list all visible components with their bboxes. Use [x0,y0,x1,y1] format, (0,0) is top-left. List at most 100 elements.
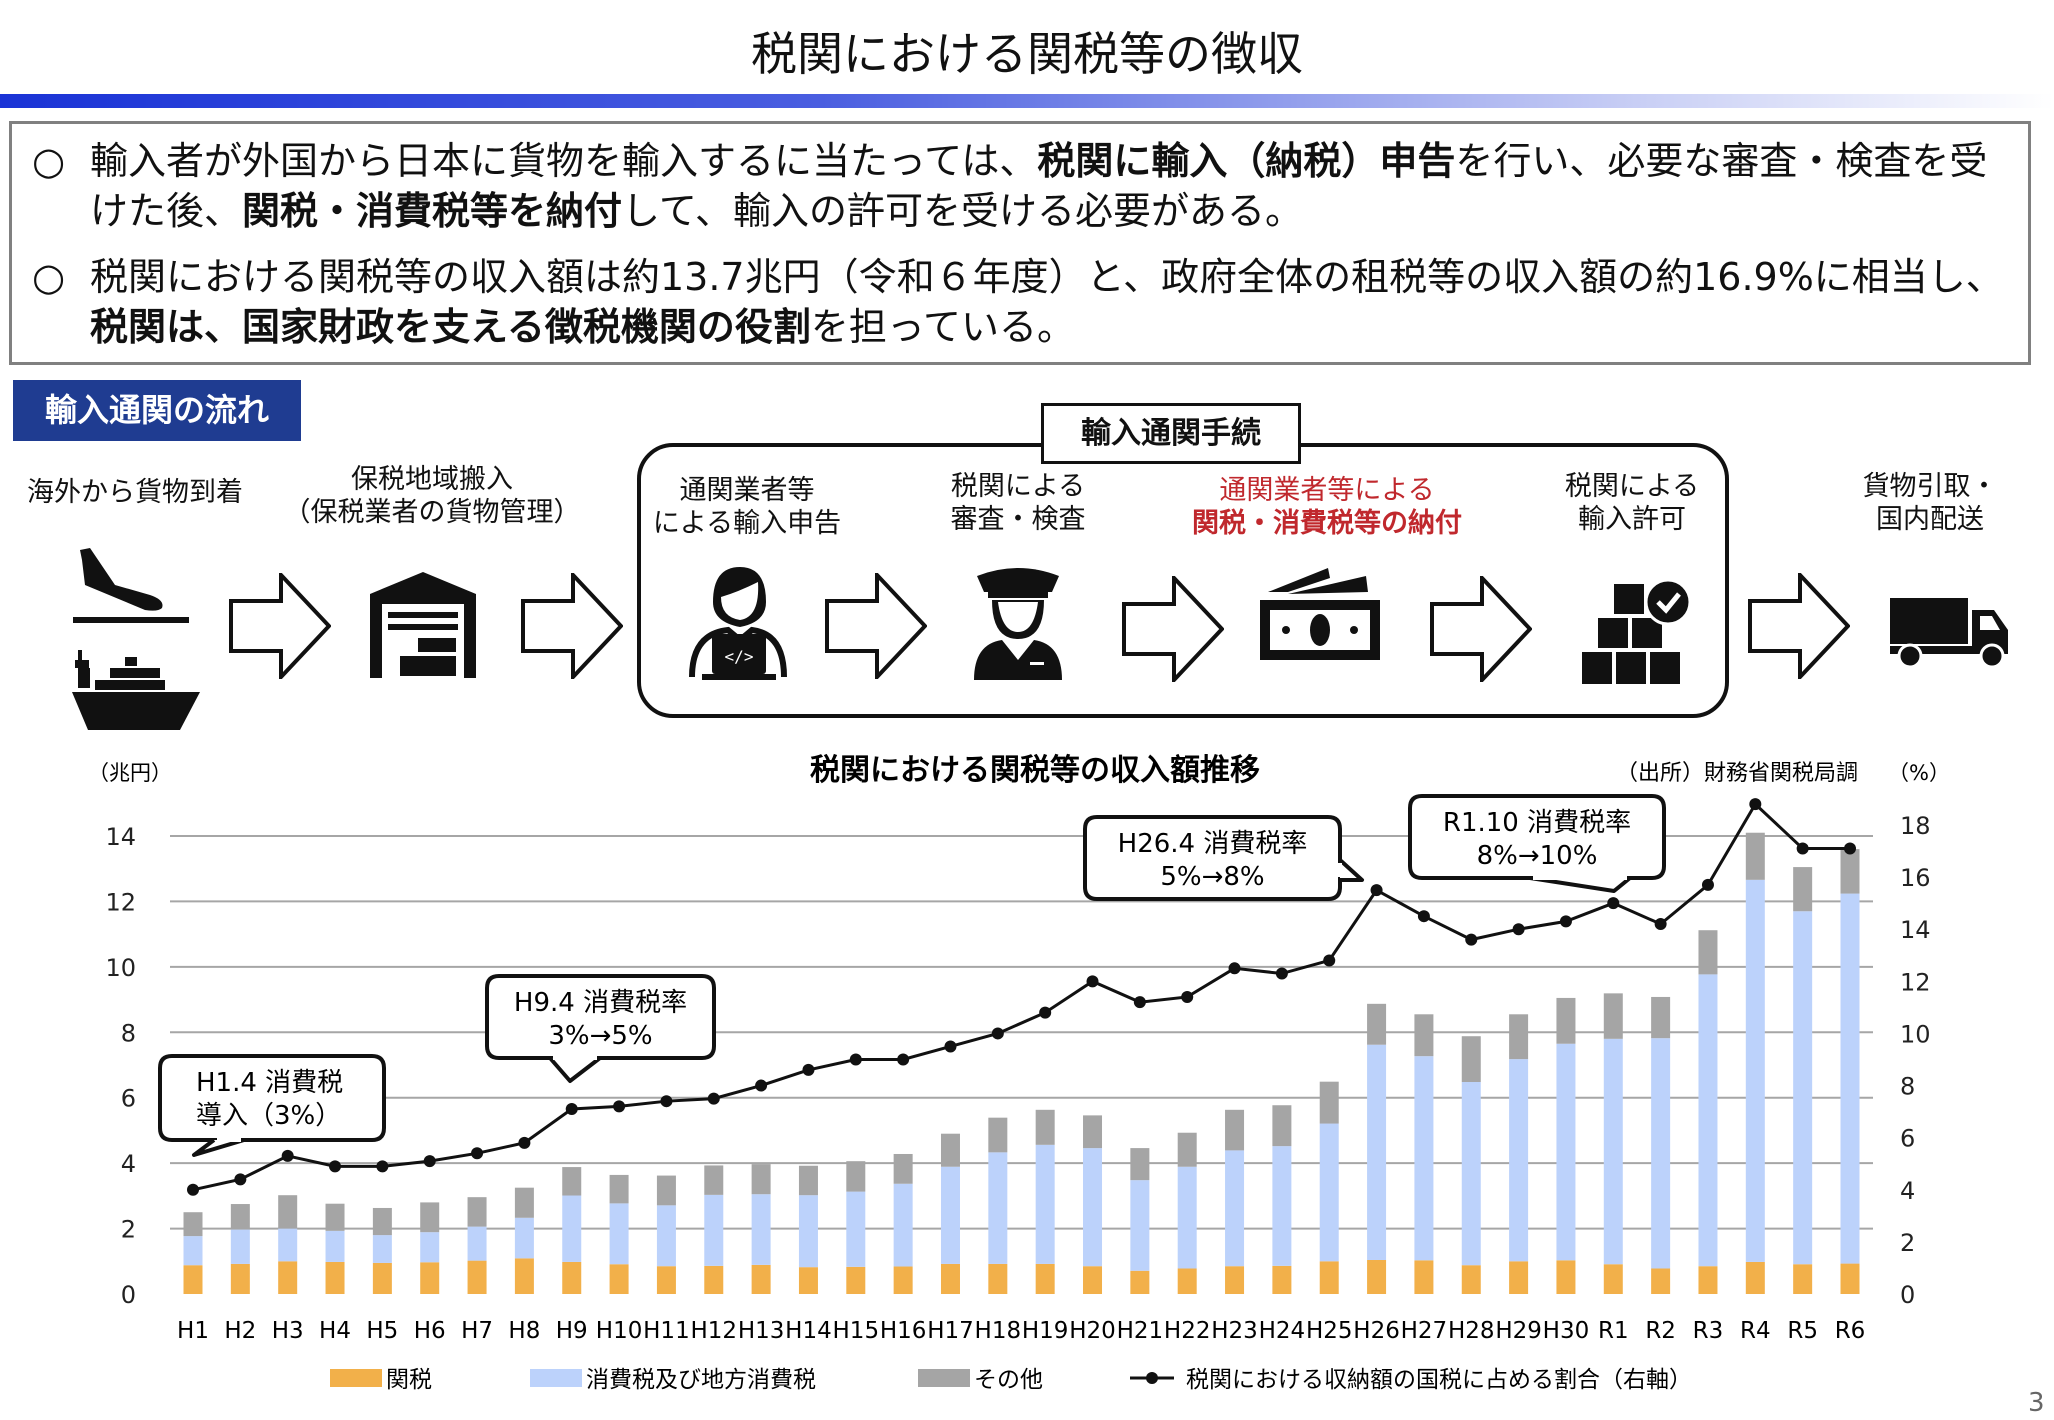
ratio-point [423,1155,436,1168]
ratio-point [944,1040,957,1053]
ratio-point [1796,842,1809,855]
bar-segment-consumption-tax [1177,1166,1197,1269]
bar-segment-other [562,1167,582,1196]
step-text: 通関業者等 [679,475,815,506]
x-tick-label: H16 [880,1318,927,1344]
x-tick-label: H19 [1022,1318,1069,1344]
y2-tick-label: 18 [1900,812,1931,840]
callout-box [1408,794,1666,880]
x-tick-label: H17 [927,1318,974,1344]
x-tick-label: H26 [1353,1318,1400,1344]
bar-segment-consumption-tax [372,1235,392,1263]
text-segment: して、輸入の許可を受ける必要がある。 [622,189,1303,233]
step-text: 保税地域搬入 [351,464,513,495]
bar-segment-other [1225,1109,1245,1151]
section-label: 輸入通関の流れ [13,380,301,441]
bar-segment-consumption-tax [1840,893,1860,1264]
bar-segment-other [1603,993,1623,1039]
bar-segment-other [1461,1036,1481,1083]
step-text: 審査・検査 [950,504,1086,535]
ratio-point [1749,798,1762,811]
bar-segment-tariff [609,1264,629,1294]
bar-segment-consumption-tax [1461,1082,1481,1266]
bar-segment-tariff [704,1265,724,1294]
x-tick-label: H22 [1164,1318,1211,1344]
bar-segment-other [798,1165,818,1196]
bar-segment-other [656,1175,676,1206]
y2-tick-label: 14 [1900,916,1931,944]
callout-box [1083,815,1342,901]
bar-segment-tariff [1793,1264,1813,1294]
bar-segment-other [1414,1014,1434,1057]
bar-segment-tariff [1509,1261,1529,1294]
bar-segment-consumption-tax [1651,1038,1671,1269]
step-text: （保税業者の貨物管理） [283,497,581,528]
x-tick-label: R3 [1693,1318,1724,1344]
step-label-arrival: 海外から貨物到着 [0,476,285,509]
callout-tail-mask [1533,874,1627,880]
text-segment: を担っている。 [810,305,1075,349]
bar-segment-tariff [278,1261,298,1294]
bar-segment-other [1793,867,1813,912]
bullet-circle-icon: ○ [32,139,66,183]
ratio-point [849,1053,862,1066]
x-tick-label: H9 [556,1318,588,1344]
legend-swatch [330,1369,382,1387]
y-tick-label: 0 [121,1281,136,1309]
legend-label: 税関における収納額の国税に占める割合（右軸） [1186,1367,1692,1393]
x-tick-label: H13 [738,1318,785,1344]
bar-segment-other [230,1204,250,1230]
bar-segment-other [1745,832,1765,880]
step-label-declaration: 通関業者等 による輸入申告 [597,474,897,540]
callout-text: H9.4 消費税率 [514,988,687,1018]
bar-segment-consumption-tax [467,1226,487,1261]
x-tick-label: H5 [366,1318,398,1344]
ratio-point [1417,910,1430,923]
bar-segment-consumption-tax [940,1166,960,1264]
bar-segment-tariff [372,1262,392,1294]
x-tick-label: H30 [1543,1318,1590,1344]
bar-segment-tariff [183,1265,203,1294]
bar-segment-tariff [1130,1270,1150,1294]
bar-segment-tariff [1225,1266,1245,1294]
bar-segment-consumption-tax [514,1217,534,1259]
legend-swatch [918,1369,970,1387]
bar-segment-other [514,1187,534,1218]
summary-paragraph-1: ○ 輸入者が外国から日本に貨物を輸入するに当たっては、税関に輸入（納税）申告を行… [32,136,2008,236]
bar-segment-consumption-tax [656,1205,676,1267]
svg-text:</>: </> [725,647,754,666]
text-segment: 輸入者が外国から日本に貨物を輸入するに当たっては、 [90,139,1038,183]
step-text: 国内配送 [1876,504,1984,535]
customs-officer-icon [974,568,1062,680]
bar-segment-tariff [1319,1261,1339,1294]
summary-paragraph-2: ○ 税関における関税等の収入額は約13.7兆円（令和６年度）と、政府全体の租税等… [32,252,2008,352]
text-segment: を行い、必要な審査・検査を受けた後、 [90,139,1988,233]
ratio-point [1323,954,1336,967]
callout-box [158,1054,386,1142]
y-tick-label: 14 [105,823,136,851]
x-tick-label: R1 [1598,1318,1629,1344]
x-tick-label: H29 [1495,1318,1542,1344]
step-label-bonded: 保税地域搬入 （保税業者の貨物管理） [282,463,582,529]
ratio-line [192,801,1850,1192]
bar-segment-other [325,1203,345,1231]
bar-segment-other [1319,1081,1339,1124]
ratio-point [660,1095,673,1108]
bar-segment-other [940,1133,960,1167]
bar-segment-consumption-tax [278,1228,298,1262]
y2-tick-label: 2 [1900,1229,1915,1257]
callout-tail-mask [1336,863,1342,877]
bar-segment-consumption-tax [325,1230,345,1262]
bar-segment-other [893,1153,913,1184]
bold-segment: 税関に輸入（納税）申告 [1037,139,1456,183]
bar-segment-tariff [751,1264,771,1294]
ratio-point [1512,923,1525,936]
x-tick-label: H11 [643,1318,690,1344]
bar-segment-other [372,1207,392,1236]
ratio-point [1654,918,1667,931]
ratio-point [802,1063,815,1076]
y2-tick-label: 6 [1900,1125,1915,1153]
bar-segment-consumption-tax [798,1195,818,1268]
ratio-point [1465,933,1478,946]
warehouse-icon [370,572,476,678]
